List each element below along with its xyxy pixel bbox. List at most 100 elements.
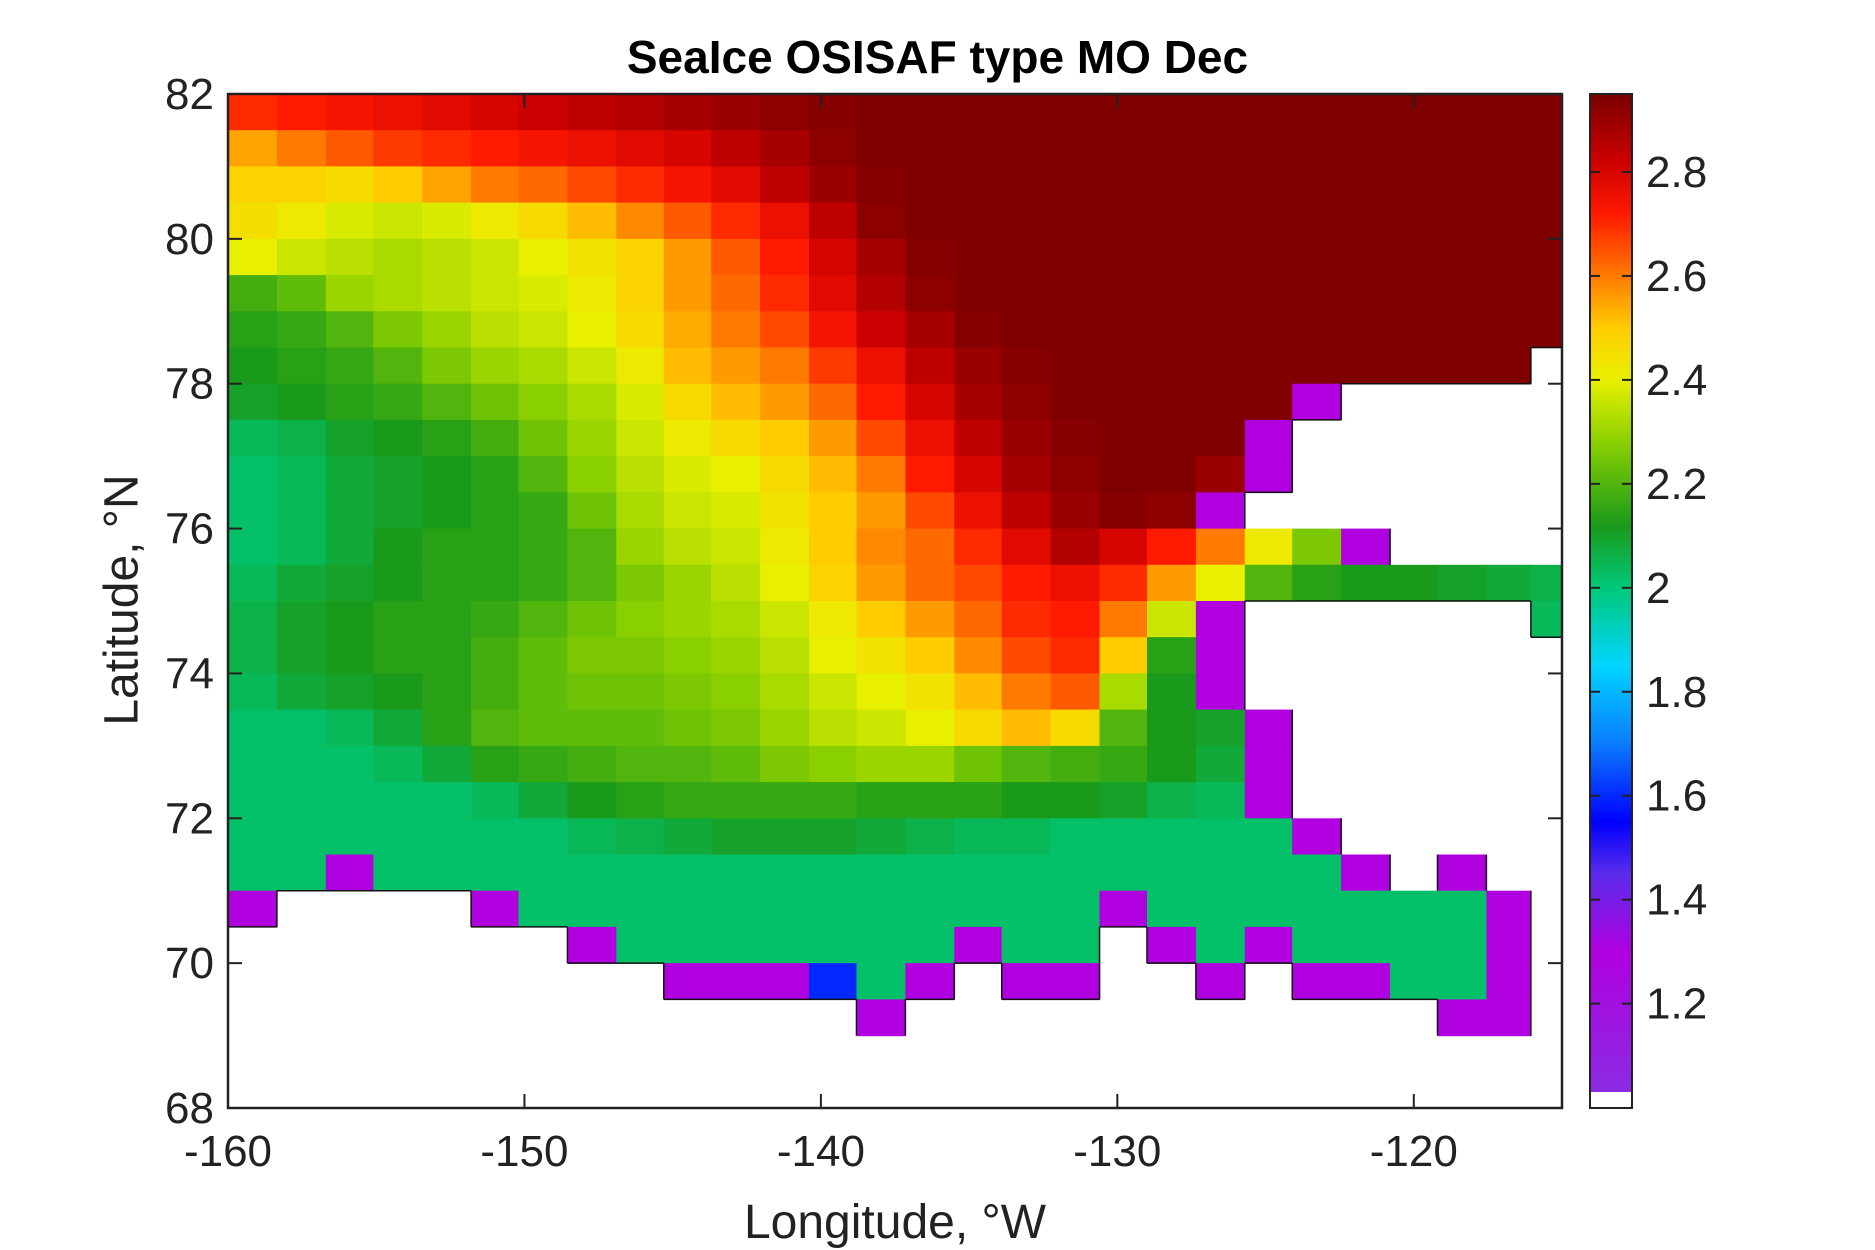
heatmap-cell bbox=[905, 963, 955, 1000]
heatmap-cell bbox=[1050, 130, 1101, 167]
heatmap-cell bbox=[1001, 202, 1052, 240]
heatmap-cell bbox=[760, 202, 810, 240]
heatmap-cell bbox=[663, 637, 712, 674]
heatmap-cell bbox=[567, 601, 617, 638]
heatmap-cell bbox=[228, 383, 278, 421]
heatmap-cell bbox=[1530, 275, 1562, 312]
heatmap-cell bbox=[1530, 166, 1562, 204]
heatmap-cell bbox=[1050, 637, 1101, 674]
heatmap-cell bbox=[518, 854, 568, 892]
heatmap-cell bbox=[954, 601, 1003, 638]
heatmap-cell bbox=[1244, 311, 1293, 349]
heatmap-cell bbox=[954, 130, 1003, 167]
heatmap-cell bbox=[760, 383, 810, 421]
heatmap-cell bbox=[809, 492, 857, 530]
heatmap-cell bbox=[616, 419, 665, 457]
heatmap-cell bbox=[1001, 94, 1052, 131]
heatmap-cell bbox=[373, 383, 423, 421]
heatmap-cell bbox=[1099, 347, 1148, 385]
heatmap-cell bbox=[856, 275, 906, 312]
heatmap-cell bbox=[1147, 926, 1197, 964]
heatmap-cell bbox=[1195, 202, 1246, 240]
heatmap-cell bbox=[663, 238, 712, 276]
heatmap-cell bbox=[663, 94, 712, 131]
heatmap-cell bbox=[228, 673, 278, 711]
heatmap-cell bbox=[228, 854, 278, 892]
heatmap-cell bbox=[276, 745, 327, 783]
heatmap-cell bbox=[663, 275, 712, 312]
heatmap-cell bbox=[567, 854, 617, 892]
heatmap-cell bbox=[663, 709, 712, 747]
y-tick-label: 78 bbox=[165, 360, 214, 409]
heatmap-cell bbox=[325, 601, 374, 638]
heatmap-cell bbox=[276, 166, 327, 204]
heatmap-cell bbox=[1001, 673, 1052, 711]
heatmap-cell bbox=[518, 311, 568, 349]
y-tick-label: 70 bbox=[165, 939, 214, 988]
colorbar-gradient bbox=[1590, 94, 1632, 1092]
heatmap-cell bbox=[856, 601, 906, 638]
heatmap-cell bbox=[856, 564, 906, 602]
heatmap-cell bbox=[567, 238, 617, 276]
heatmap-cell bbox=[422, 275, 472, 312]
heatmap-cell bbox=[1195, 782, 1246, 819]
heatmap-cell bbox=[1050, 890, 1101, 928]
heatmap-cell bbox=[1195, 709, 1246, 747]
heatmap-cell bbox=[1530, 238, 1562, 276]
heatmap-cell bbox=[905, 347, 955, 385]
heatmap-cell bbox=[809, 709, 857, 747]
heatmap-cell bbox=[1147, 709, 1197, 747]
heatmap-cell bbox=[1437, 890, 1487, 928]
heatmap-cell bbox=[809, 238, 857, 276]
heatmap-cell bbox=[567, 782, 617, 819]
heatmap-cell bbox=[809, 528, 857, 566]
heatmap-cell bbox=[325, 745, 374, 783]
heatmap-cell bbox=[809, 130, 857, 167]
heatmap-cell bbox=[809, 275, 857, 312]
heatmap-cell bbox=[567, 383, 617, 421]
heatmap-cell bbox=[856, 709, 906, 747]
heatmap-cell bbox=[1292, 818, 1342, 856]
heatmap-cell bbox=[1486, 311, 1532, 349]
heatmap-cell bbox=[1292, 275, 1342, 312]
heatmap-cell bbox=[1099, 166, 1148, 204]
heatmap-cell bbox=[1390, 564, 1439, 602]
heatmap-cell bbox=[809, 745, 857, 783]
heatmap-cell bbox=[954, 890, 1003, 928]
heatmap-cells bbox=[228, 94, 1562, 1037]
heatmap-cell bbox=[422, 564, 472, 602]
heatmap-cell bbox=[1147, 890, 1197, 928]
heatmap-cell bbox=[663, 528, 712, 566]
heatmap-cell bbox=[1099, 130, 1148, 167]
heatmap-cell bbox=[228, 709, 278, 747]
heatmap-cell bbox=[1486, 890, 1532, 928]
heatmap-cell bbox=[567, 130, 617, 167]
heatmap-cell bbox=[518, 130, 568, 167]
heatmap-cell bbox=[1001, 275, 1052, 312]
heatmap-cell bbox=[1486, 347, 1532, 385]
heatmap-cell bbox=[228, 130, 278, 167]
heatmap-cell bbox=[616, 528, 665, 566]
heatmap-cell bbox=[616, 238, 665, 276]
heatmap-cell bbox=[1099, 564, 1148, 602]
heatmap-cell bbox=[422, 94, 472, 131]
heatmap-cell bbox=[809, 166, 857, 204]
heatmap-cell bbox=[809, 782, 857, 819]
heatmap-cell bbox=[616, 347, 665, 385]
heatmap-cell bbox=[471, 601, 520, 638]
heatmap-cell bbox=[276, 275, 327, 312]
heatmap-cell bbox=[1437, 926, 1487, 964]
heatmap-cell bbox=[1050, 782, 1101, 819]
heatmap-cell bbox=[711, 601, 761, 638]
heatmap-cell bbox=[1292, 383, 1342, 421]
heatmap-cell bbox=[373, 601, 423, 638]
heatmap-cell bbox=[856, 492, 906, 530]
heatmap-cell bbox=[1195, 601, 1246, 638]
heatmap-cell bbox=[276, 238, 327, 276]
heatmap-cell bbox=[1244, 419, 1293, 457]
heatmap-cell bbox=[1341, 94, 1391, 131]
heatmap-cell bbox=[616, 456, 665, 493]
heatmap-cell bbox=[1292, 564, 1342, 602]
heatmap-cell bbox=[1147, 564, 1197, 602]
heatmap-cell bbox=[1099, 311, 1148, 349]
